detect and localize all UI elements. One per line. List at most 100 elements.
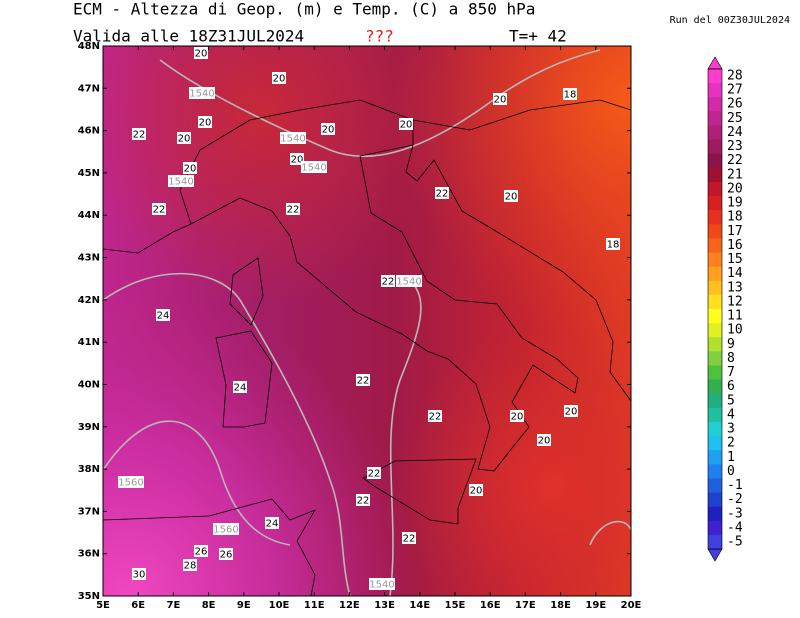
- lat-label: 35N: [78, 591, 100, 602]
- lat-label: 47N: [78, 83, 100, 94]
- colorbar-label: -3: [727, 506, 743, 521]
- contour-label: 20: [400, 120, 413, 131]
- colorbar-swatch: [708, 266, 722, 282]
- colorbar-swatch: [708, 280, 722, 296]
- contour-label-box: [321, 123, 335, 135]
- contour-label-box: [428, 410, 442, 422]
- colorbar-label: 17: [727, 224, 743, 239]
- colorbar-swatch: [708, 196, 722, 211]
- colorbar-label: 0: [727, 464, 735, 479]
- colorbar-label: 7: [727, 365, 735, 380]
- colorbar-swatch: [708, 97, 722, 112]
- lon-label: 17E: [515, 600, 536, 611]
- colorbar-swatch: [708, 393, 722, 409]
- contour-label-box: [132, 128, 146, 140]
- colorbar-swatch: [708, 323, 722, 338]
- colorbar-swatch: [708, 421, 722, 437]
- contour-label-box: [152, 203, 166, 215]
- colorbar-swatch: [708, 534, 722, 550]
- lat-label: 42N: [78, 295, 100, 306]
- lat-label: 37N: [78, 506, 100, 517]
- contour-label-box: [194, 47, 208, 59]
- colorbar-label: 20: [727, 181, 743, 196]
- lon-label: 14E: [409, 600, 430, 611]
- contour-label: 22: [436, 189, 449, 200]
- lon-label: 9E: [237, 600, 251, 611]
- colorbar-label: 1: [727, 450, 735, 465]
- contour-label: 20: [199, 118, 212, 129]
- coastline: [215, 330, 273, 428]
- contour-label: 22: [403, 534, 416, 545]
- colorbar-swatch: [708, 407, 722, 423]
- contour-label: 22: [287, 205, 300, 216]
- colorbar-label: 16: [727, 238, 743, 253]
- colorbar-label: 25: [727, 111, 743, 126]
- colorbar-swatch: [708, 436, 722, 451]
- contour-label: 20: [538, 436, 551, 447]
- contour-label-box: [356, 374, 370, 386]
- lon-label: 16E: [480, 600, 501, 611]
- colorbar-label: 9: [727, 337, 735, 352]
- colorbar-swatch: [708, 167, 722, 183]
- contour-label: 24: [157, 311, 170, 322]
- contour-label: 20: [511, 412, 524, 423]
- lon-label: 12E: [339, 600, 360, 611]
- colorbar-label: 11: [727, 309, 743, 324]
- colorbar-swatch: [708, 379, 722, 395]
- marker: ???: [365, 27, 394, 46]
- contour-label-box: [435, 187, 449, 199]
- contour-label: 22: [357, 376, 370, 387]
- lat-label: 45N: [78, 168, 100, 179]
- colorbar-label: 10: [727, 323, 743, 338]
- colorbar-swatch: [708, 139, 722, 155]
- colorbar-swatch: [708, 68, 722, 84]
- lon-label: 18E: [550, 600, 571, 611]
- contour-label: 1540: [301, 163, 326, 174]
- colorbar-label: 21: [727, 167, 743, 182]
- contour-label-box: [396, 275, 422, 287]
- contour-label-box: [606, 238, 620, 250]
- contour-label: 22: [368, 469, 381, 480]
- contour-label-box: [183, 559, 197, 571]
- contour-label: 26: [195, 547, 208, 558]
- colorbar-label: 12: [727, 294, 743, 309]
- colorbar-swatch: [708, 478, 722, 494]
- map-area: [103, 46, 631, 596]
- colorbar-label: 18: [727, 210, 743, 225]
- contour-label: 1540: [280, 134, 305, 145]
- contour-label: 20: [273, 74, 286, 85]
- contour-label: 26: [220, 550, 233, 561]
- lat-label: 41N: [78, 337, 100, 348]
- contour-label-box: [493, 93, 507, 105]
- contour-label-box: [290, 153, 304, 165]
- contour-label-box: [265, 517, 279, 529]
- contour-label-box: [213, 523, 239, 535]
- run-label: Run del 00Z30JUL2024: [670, 15, 790, 26]
- contour-label: 20: [291, 155, 304, 166]
- colorbar-swatch: [708, 83, 722, 98]
- contour-label: 20: [470, 486, 483, 497]
- lon-label: 7E: [167, 600, 181, 611]
- contour-label-box: [189, 87, 215, 99]
- contour-label-box: [301, 161, 327, 173]
- colorbar-label: -1: [727, 478, 743, 493]
- colorbar-label: 3: [727, 422, 735, 437]
- contour-label: 1560: [213, 525, 238, 536]
- colorbar-label: 19: [727, 196, 743, 211]
- contour-label: 24: [234, 383, 247, 394]
- geopotential-line: [589, 520, 631, 546]
- contour-label-box: [563, 88, 577, 100]
- contour-label-box: [177, 132, 191, 144]
- colorbar-label: -5: [727, 535, 743, 550]
- colorbar-swatch: [708, 153, 722, 169]
- contour-label-box: [356, 494, 370, 506]
- colorbar-arrow: [707, 548, 723, 562]
- overlay: 48N 47N 46N 45N 44N 43N 42N 41N 40N 39N 38N 37N 36N 3…: [78, 41, 743, 611]
- contour-label-box: [233, 381, 247, 393]
- contour-label: 20: [184, 164, 197, 175]
- colorbar-label: 8: [727, 351, 735, 366]
- colorbar-swatch: [708, 337, 722, 352]
- lat-label: 36N: [78, 549, 100, 560]
